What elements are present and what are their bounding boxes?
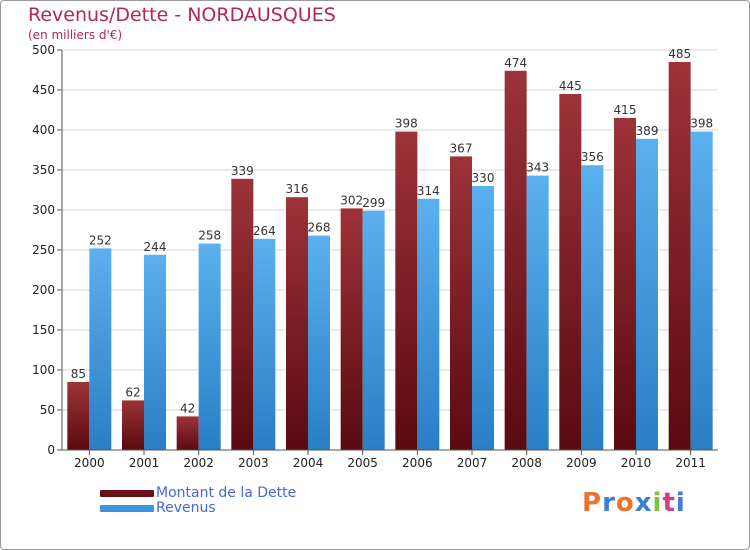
y-tick-label: 450 — [32, 83, 55, 97]
bar-revenue — [417, 198, 440, 450]
x-tick-label: 2001 — [129, 456, 160, 470]
data-label-debt: 62 — [125, 385, 140, 399]
legend: Montant de la Dette Revenus — [100, 486, 296, 516]
data-label-revenue: 252 — [89, 233, 112, 247]
data-label-debt: 339 — [231, 164, 254, 178]
data-label-revenue: 244 — [144, 240, 167, 254]
gridlines — [62, 49, 718, 411]
x-tick-label: 2005 — [347, 456, 378, 470]
logo-letter: x — [634, 488, 653, 518]
y-tick-label: 500 — [32, 43, 55, 57]
x-tick-label: 2000 — [74, 456, 105, 470]
y-axis-ticks: 0 50 100 150 200 250 300 350 400 450 500 — [32, 43, 62, 457]
data-label-revenue: 258 — [198, 229, 221, 243]
chart-title: Revenus/Dette - NORDAUSQUES — [28, 4, 336, 26]
data-label-debt: 485 — [668, 47, 691, 61]
proxiti-logo: Proxiti — [582, 488, 686, 518]
legend-item-debt: Montant de la Dette — [100, 486, 296, 501]
x-tick-label: 2009 — [566, 456, 597, 470]
data-label-revenue: 398 — [690, 117, 713, 131]
bar-debt — [395, 131, 418, 450]
y-tick-label: 350 — [32, 163, 55, 177]
bar-revenue — [144, 254, 166, 450]
y-tick-label: 250 — [32, 243, 55, 257]
data-label-revenue: 314 — [417, 184, 440, 198]
data-label-debt: 302 — [340, 193, 363, 207]
bar-debt — [504, 70, 527, 451]
bar-debt — [286, 197, 308, 450]
bar-revenue — [690, 131, 713, 450]
bar-debt — [176, 416, 199, 450]
bars — [67, 62, 713, 451]
bar-revenue — [198, 243, 221, 450]
logo-letter: i — [675, 488, 686, 518]
data-label-revenue: 264 — [253, 224, 276, 238]
x-tick-label: 2010 — [621, 456, 652, 470]
data-label-revenue: 330 — [472, 171, 495, 185]
y-tick-label: 150 — [32, 323, 55, 337]
legend-swatch-debt — [100, 490, 154, 497]
y-tick-label: 100 — [32, 363, 55, 377]
data-label-debt: 42 — [180, 401, 195, 415]
bar-revenue — [581, 165, 604, 450]
bar-debt — [67, 382, 90, 450]
bar-debt — [614, 118, 636, 450]
x-tick-label: 2008 — [511, 456, 542, 470]
bar-revenue — [362, 210, 385, 450]
logo-letter: r — [602, 488, 616, 518]
legend-label-debt: Montant de la Dette — [156, 485, 297, 501]
bar-debt — [122, 400, 144, 450]
logo-letter: t — [662, 488, 676, 518]
legend-label-revenue: Revenus — [156, 500, 216, 516]
bar-debt — [668, 62, 691, 450]
bar-revenue — [526, 175, 549, 450]
x-tick-label: 2003 — [238, 456, 269, 470]
y-tick-label: 0 — [47, 443, 55, 457]
x-tick-label: 2011 — [675, 456, 706, 470]
data-label-debt: 367 — [450, 141, 473, 155]
bar-revenue — [472, 186, 494, 450]
bar-debt — [450, 156, 472, 450]
legend-swatch-revenue — [100, 505, 154, 512]
data-label-debt: 398 — [395, 117, 418, 131]
data-label-debt: 474 — [504, 56, 527, 70]
data-label-revenue: 356 — [581, 150, 604, 164]
logo-letter: o — [615, 488, 635, 518]
x-tick-label: 2002 — [183, 456, 214, 470]
data-label-debt: 316 — [286, 182, 309, 196]
x-tick-label: 2006 — [402, 456, 433, 470]
data-label-debt: 445 — [559, 79, 582, 93]
y-tick-label: 50 — [40, 403, 55, 417]
bar-debt — [231, 178, 254, 451]
y-tick-label: 400 — [32, 123, 55, 137]
data-label-revenue: 299 — [362, 196, 385, 210]
bar-debt — [340, 208, 363, 450]
logo-letter: i — [652, 488, 663, 518]
data-label-revenue: 389 — [636, 124, 659, 138]
y-tick-label: 200 — [32, 283, 55, 297]
bar-revenue — [636, 138, 658, 451]
data-label-revenue: 268 — [308, 221, 331, 235]
x-tick-label: 2007 — [457, 456, 488, 470]
chart-subtitle: (en milliers d'€) — [28, 28, 123, 42]
x-axis-ticks: 2000 2001 2002 2003 2004 2005 2006 2007 2008 2009… — [74, 450, 706, 470]
bar-debt — [559, 94, 582, 450]
logo-letter: P — [582, 488, 603, 518]
x-tick-label: 2004 — [293, 456, 324, 470]
bar-revenue — [89, 248, 112, 450]
data-label-debt: 85 — [71, 367, 86, 381]
legend-item-revenue: Revenus — [100, 501, 296, 516]
data-label-revenue: 343 — [526, 161, 549, 175]
data-label-debt: 415 — [614, 103, 637, 117]
y-tick-label: 300 — [32, 203, 55, 217]
bar-revenue — [308, 235, 330, 450]
data-labels: 85 252 62 244 42 258 339 264 316 268 302 299 398 314 3… — [71, 47, 713, 415]
bar-revenue — [253, 238, 276, 450]
